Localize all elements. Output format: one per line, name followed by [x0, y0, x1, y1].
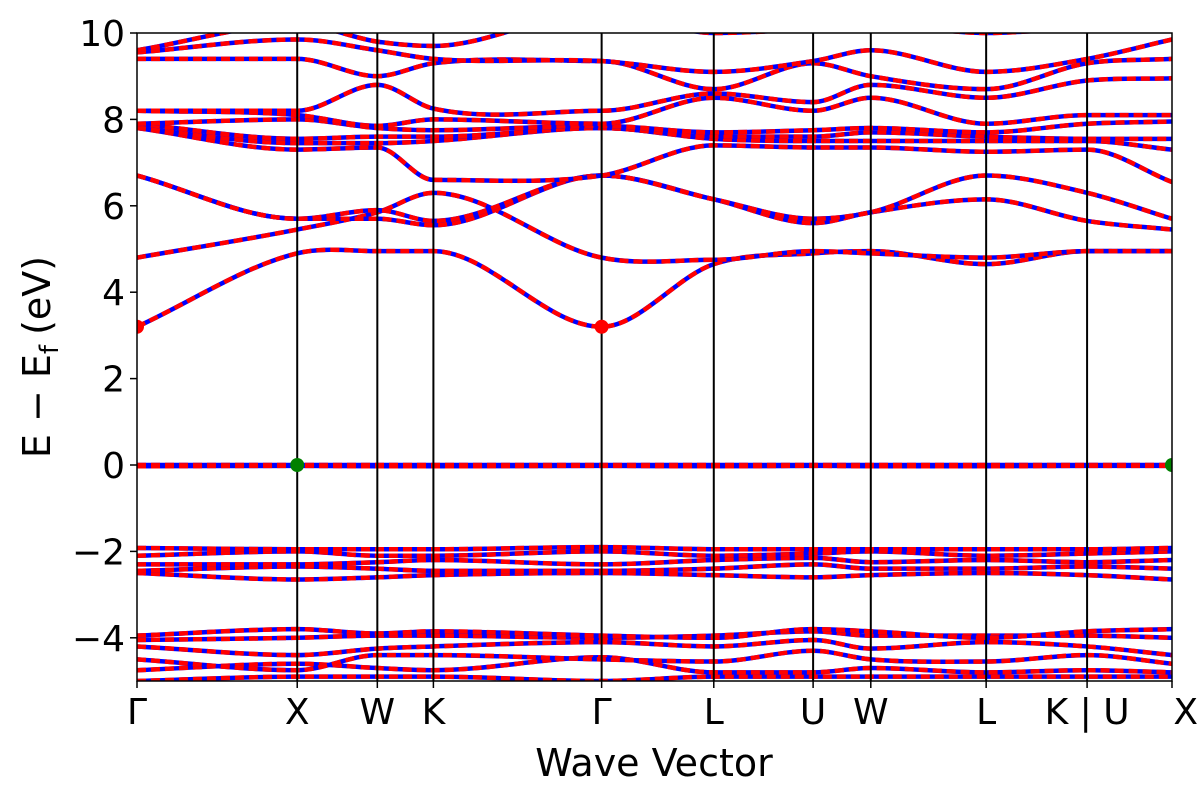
x-tick-label-6: U	[800, 692, 826, 733]
band-1	[137, 674, 1172, 681]
x-tick-label-2: W	[360, 692, 396, 733]
band-extrema-markers	[137, 319, 1172, 472]
y-axis-label-unit: (eV)	[15, 256, 59, 335]
y-tick-label-1: −2	[72, 532, 125, 573]
band-1-red	[137, 674, 1172, 681]
band-17-red	[137, 173, 1172, 224]
band-9	[137, 555, 1172, 567]
kpoint-lines	[296, 33, 1089, 681]
x-tick-label-10: X	[1173, 692, 1198, 733]
band-23-red	[137, 76, 1172, 117]
band-3-red	[137, 648, 1172, 673]
band-22-red	[137, 95, 1172, 129]
vbm-marker-4	[1165, 458, 1172, 472]
vbm-marker-3	[290, 458, 305, 472]
band-14-red	[137, 247, 1172, 330]
plot-frame	[136, 32, 1173, 682]
x-tick-label-4: Γ	[592, 692, 612, 733]
y-tick-label-7: 10	[79, 14, 125, 55]
y-tick-label-6: 8	[102, 100, 125, 141]
band-20	[137, 121, 1172, 142]
y-tick-label-3: 2	[102, 360, 125, 401]
band-18-red	[137, 125, 1172, 185]
band-17	[137, 173, 1172, 224]
y-tick-label-4: 4	[102, 273, 125, 314]
band-3	[137, 648, 1172, 673]
y-axis-ticks: −4 −2 0 2 4 6 8 10	[72, 14, 137, 660]
band-7-red	[137, 570, 1172, 582]
band-8-red	[137, 562, 1172, 574]
y-axis-label: E − Ef (eV)	[15, 256, 65, 458]
x-tick-label-1: X	[285, 692, 310, 733]
band-10-red	[137, 549, 1172, 558]
band-11	[137, 544, 1172, 552]
band-10	[137, 549, 1172, 558]
band-4-red	[137, 637, 1172, 658]
x-tick-label-5: L	[704, 692, 724, 733]
x-tick-label-3: K	[422, 692, 447, 733]
x-tick-label-0: Γ	[127, 692, 147, 733]
y-tick-label-2: 0	[102, 446, 125, 487]
y-axis-label-subscript: f	[35, 344, 65, 354]
band-14	[137, 247, 1172, 330]
cbm-marker-2	[594, 319, 609, 334]
cbm-marker-1	[137, 319, 144, 334]
x-tick-label-9: K | U	[1045, 692, 1130, 733]
band-24-red	[137, 56, 1172, 92]
x-tick-label-8: L	[976, 692, 996, 733]
bands-layer	[137, 33, 1172, 681]
band-6	[137, 626, 1172, 641]
y-tick-label-0: −4	[72, 619, 125, 660]
x-tick-label-7: W	[853, 692, 889, 733]
band-15	[137, 190, 1172, 264]
band-18	[137, 125, 1172, 185]
band-9-red	[137, 555, 1172, 567]
band-2	[137, 654, 1172, 675]
y-tick-label-5: 6	[102, 187, 125, 228]
band-4	[137, 637, 1172, 658]
band-22	[137, 95, 1172, 129]
band-7	[137, 570, 1172, 582]
y-axis-label-main: E − E	[15, 354, 59, 458]
band-24	[137, 56, 1172, 92]
band-6-red	[137, 626, 1172, 641]
band-25-red	[137, 37, 1172, 75]
band-20-red	[137, 121, 1172, 142]
band-15-red	[137, 190, 1172, 264]
band-11-red	[137, 544, 1172, 552]
band-23	[137, 76, 1172, 117]
band-8	[137, 562, 1172, 574]
x-axis-label: Wave Vector	[535, 741, 773, 785]
band-25	[137, 37, 1172, 75]
band-2-red	[137, 654, 1172, 675]
